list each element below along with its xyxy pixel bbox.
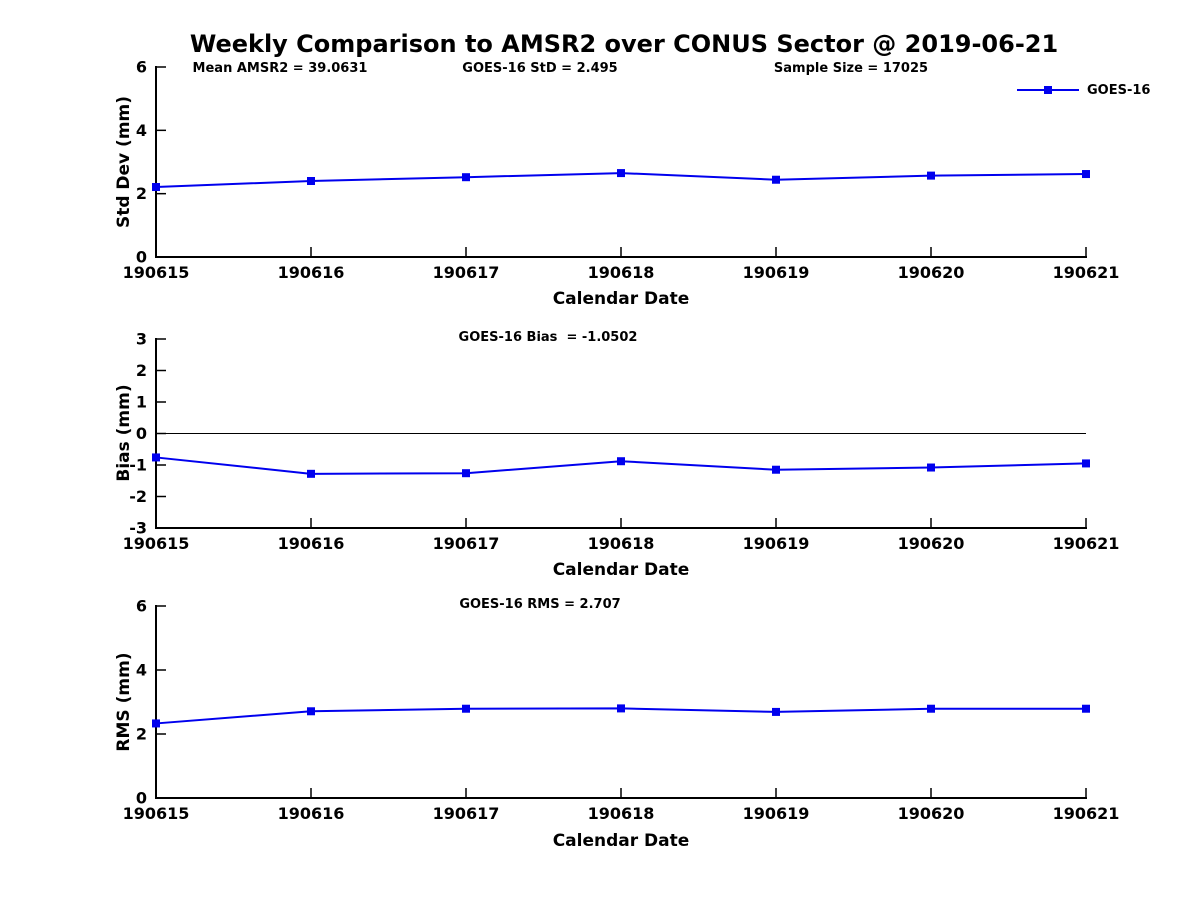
y-tick-label: 1 [136, 393, 147, 412]
data-point-marker [462, 469, 470, 478]
annotation-mean-amsr2: Mean AMSR2 = 39.0631 [192, 61, 368, 76]
y-tick-label: 6 [136, 597, 147, 616]
data-point-marker [307, 177, 315, 185]
y-tick-label: 2 [136, 184, 147, 203]
x-tick-label: 190615 [123, 534, 190, 553]
y-tick-label: -1 [129, 456, 147, 475]
data-point-marker [1082, 704, 1090, 713]
x-tick-label: 190620 [898, 534, 965, 553]
x-tick-label: 190619 [743, 804, 810, 823]
x-tick-label: 190618 [588, 804, 655, 823]
data-point-marker [772, 465, 780, 474]
x-tick-label: 190617 [433, 804, 500, 823]
data-point-marker [927, 704, 935, 713]
annotation-goes16-std: GOES-16 StD = 2.495 [462, 61, 618, 76]
x-tick-label: 190617 [433, 263, 500, 282]
data-point-marker [927, 463, 935, 472]
x-tick-label: 190615 [123, 263, 190, 282]
ylabel-bias: Bias (mm) [114, 384, 134, 482]
data-point-marker [307, 469, 315, 478]
x-tick-label: 190618 [588, 534, 655, 553]
annotation-goes16-rms: GOES-16 RMS = 2.707 [459, 597, 621, 612]
data-point-marker [462, 704, 470, 713]
axis-spines [155, 605, 1087, 799]
y-tick-label: 0 [136, 789, 147, 808]
y-tick-label: -2 [129, 487, 147, 506]
data-point-marker [152, 453, 160, 462]
legend-marker [1044, 86, 1052, 94]
y-tick-label: 4 [136, 121, 147, 140]
data-point-marker [152, 719, 160, 728]
subplot-std-dev: 0 2 4 6 190615 190616 190617 190618 190619 190620… [123, 58, 1120, 283]
y-tick-label: 3 [136, 330, 147, 349]
legend-line-sample [1017, 86, 1079, 94]
axis-spines [155, 66, 1087, 258]
data-point-marker [927, 171, 935, 180]
data-point-marker [617, 704, 625, 713]
data-point-marker [152, 183, 160, 192]
x-tick-label: 190619 [743, 534, 810, 553]
x-tick-label: 190618 [588, 263, 655, 282]
data-point-marker [1082, 170, 1090, 179]
x-tick-label: 190616 [278, 804, 345, 823]
y-tick-label: 0 [136, 248, 147, 267]
y-tick-label: 0 [136, 424, 147, 443]
data-point-marker [772, 707, 780, 716]
x-tick-label: 190620 [898, 263, 965, 282]
ylabel-rms: RMS (mm) [114, 652, 134, 752]
x-tick-label: 190616 [278, 263, 345, 282]
data-point-marker [307, 707, 315, 716]
x-tick-label: 190621 [1053, 534, 1120, 553]
y-tick-label: 2 [136, 361, 147, 380]
data-point-marker [462, 173, 470, 182]
x-tick-label: 190619 [743, 263, 810, 282]
x-tick-label: 190621 [1053, 804, 1120, 823]
data-point-marker [617, 457, 625, 466]
xlabel-calendar-date-2: Calendar Date [552, 560, 690, 580]
x-tick-label: 190615 [123, 804, 190, 823]
xlabel-calendar-date-3: Calendar Date [552, 831, 690, 851]
y-tick-label: 2 [136, 725, 147, 744]
ylabel-std-dev: Std Dev (mm) [114, 95, 134, 229]
x-tick-label: 190617 [433, 534, 500, 553]
data-point-marker [1082, 459, 1090, 468]
x-tick-label: 190620 [898, 804, 965, 823]
data-point-marker [772, 175, 780, 184]
subplot-rms: 0 2 4 6 190615 190616 190617 190618 190619 190620… [123, 597, 1120, 824]
y-tick-label: 6 [136, 58, 147, 77]
data-point-marker [617, 169, 625, 178]
x-tick-label: 190616 [278, 534, 345, 553]
annotation-sample-size: Sample Size = 17025 [773, 61, 929, 76]
annotation-goes16-bias: GOES-16 Bias = -1.0502 [458, 330, 638, 345]
y-tick-label: -3 [129, 519, 147, 538]
y-tick-label: 4 [136, 661, 147, 680]
x-tick-label: 190621 [1053, 263, 1120, 282]
legend: GOES-16 [1016, 82, 1150, 98]
legend-label: GOES-16 [1087, 82, 1151, 98]
figure-title: Weekly Comparison to AMSR2 over CONUS Se… [189, 30, 1059, 58]
xlabel-calendar-date-1: Calendar Date [552, 289, 690, 309]
subplot-bias: -3 -2 -1 0 1 2 3 190615 190616 190617 190618 190619… [123, 330, 1120, 554]
